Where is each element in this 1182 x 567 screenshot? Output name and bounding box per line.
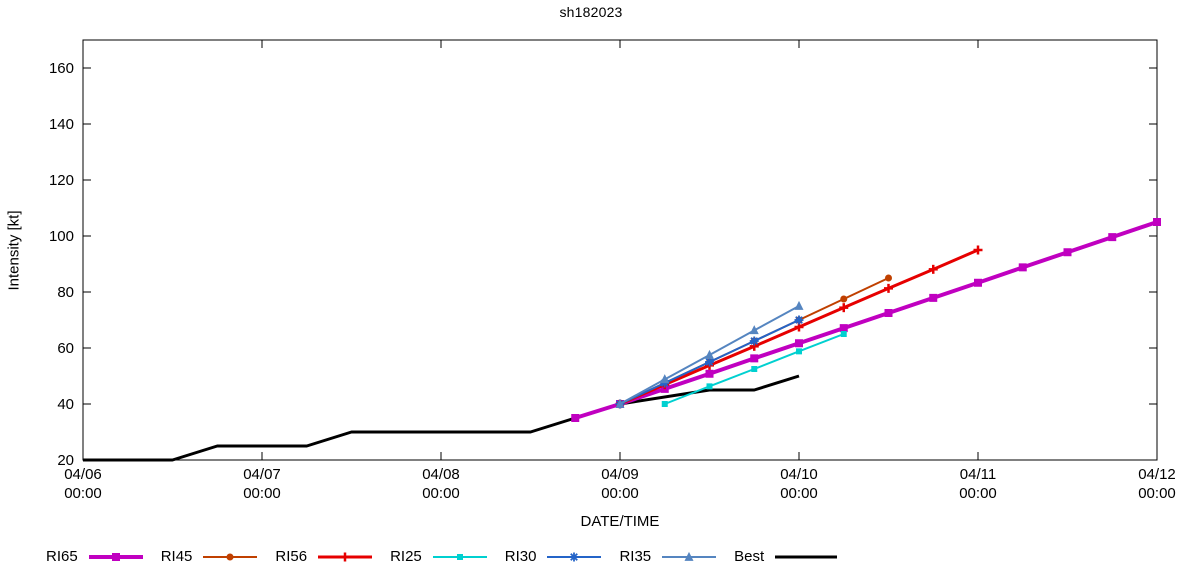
series-marker <box>1153 218 1161 226</box>
y-tick-label: 120 <box>49 172 74 189</box>
plot-area: 04/06 00:00 04/07 00:00 04/08 00:00 04/09 00:00… <box>49 39 1176 502</box>
x-tick-label-date: 04/06 <box>64 466 102 483</box>
x-tick-label-time: 00:00 <box>1138 485 1176 502</box>
series-marker <box>749 325 759 335</box>
legend-label-ri30: RI30 <box>504 548 537 565</box>
series-best <box>83 374 800 462</box>
series-marker <box>661 401 668 407</box>
series-marker <box>571 414 580 422</box>
x-tick-label-date: 04/10 <box>780 466 818 483</box>
legend-item-ri25: RI25 <box>390 548 487 565</box>
series-marker <box>794 300 804 310</box>
series-marker <box>570 552 579 561</box>
series-marker <box>684 551 694 561</box>
y-tick-label: 160 <box>49 60 74 77</box>
legend-label-ri25: RI25 <box>390 548 422 565</box>
series-marker <box>226 553 234 560</box>
legend-label-ri56: RI56 <box>275 548 308 565</box>
legend-label-best: Best <box>734 548 765 565</box>
legend-sample-ri56 <box>318 552 373 561</box>
series-marker <box>974 278 982 287</box>
legend-item-ri30: RI30 <box>505 548 602 565</box>
y-tick-label: 20 <box>57 452 74 469</box>
series-line-ri65 <box>574 220 1158 420</box>
y-tick-label: 140 <box>49 116 74 133</box>
series-marker <box>795 316 803 324</box>
chart-title: sh182023 <box>559 4 623 20</box>
series-marker <box>884 309 893 317</box>
series-line-best <box>83 374 800 462</box>
series-marker <box>1108 233 1117 242</box>
y-tick-label: 60 <box>57 340 74 357</box>
legend-item-best: Best <box>734 548 838 565</box>
x-tick-label-time: 00:00 <box>422 485 460 502</box>
legend-sample-ri65 <box>88 552 143 561</box>
series-marker <box>705 358 714 366</box>
legend-label-ri65: RI65 <box>46 548 78 565</box>
legend-label-ri45: RI45 <box>160 548 193 565</box>
legend-sample-ri25 <box>432 553 487 560</box>
x-tick-label-date: 04/12 <box>1138 466 1176 483</box>
legend: RI65 RI45 RI56 RI25 RI30 RI35 Best <box>46 548 855 565</box>
legend-sample-ri30 <box>547 552 602 561</box>
legend-item-ri45: RI45 <box>161 548 258 565</box>
series-marker <box>615 398 625 408</box>
series-marker <box>796 348 802 355</box>
series-ri25 <box>661 331 847 407</box>
y-tick-label: 100 <box>49 228 74 245</box>
series-marker <box>705 369 714 378</box>
legend-item-ri35: RI35 <box>619 548 717 565</box>
series-marker <box>1063 248 1072 257</box>
series-ri65 <box>571 218 1161 422</box>
series-marker <box>751 366 758 372</box>
series-marker <box>840 295 848 303</box>
legend-label-ri35: RI35 <box>619 548 652 565</box>
x-tick-label-time: 00:00 <box>780 485 818 502</box>
series-ri35 <box>615 300 804 408</box>
legend-item-ri65: RI65 <box>46 548 143 565</box>
x-tick-label-date: 04/09 <box>601 466 639 483</box>
series-marker <box>750 354 759 363</box>
series-marker <box>1018 263 1027 272</box>
legend-sample-best <box>775 555 838 558</box>
series-marker <box>660 374 670 384</box>
x-tick-label-time: 00:00 <box>959 485 997 502</box>
series-marker <box>705 349 714 359</box>
x-tick-label-date: 04/11 <box>960 466 996 483</box>
x-tick-label-time: 00:00 <box>601 485 639 502</box>
series-marker <box>929 293 938 302</box>
legend-sample-ri35 <box>662 551 717 561</box>
series-marker <box>111 552 120 561</box>
series-marker <box>795 339 803 348</box>
x-axis-label: DATE/TIME <box>580 513 660 530</box>
y-tick-label: 80 <box>57 284 74 301</box>
y-tick-label: 40 <box>57 396 74 413</box>
series-marker <box>840 331 847 337</box>
plot-border <box>82 39 1158 461</box>
x-tick-label-date: 04/07 <box>243 466 281 483</box>
legend-item-ri56: RI56 <box>275 548 373 565</box>
series-marker <box>839 324 848 333</box>
series-marker <box>885 274 892 282</box>
x-tick-label-time: 00:00 <box>64 485 102 502</box>
x-tick-label-time: 00:00 <box>243 485 281 502</box>
x-tick-label-date: 04/08 <box>422 466 460 483</box>
series-ri56 <box>615 245 983 409</box>
series-marker <box>750 337 759 345</box>
legend-sample-ri45 <box>203 553 258 560</box>
series-marker <box>706 383 713 390</box>
series-marker <box>456 553 463 560</box>
